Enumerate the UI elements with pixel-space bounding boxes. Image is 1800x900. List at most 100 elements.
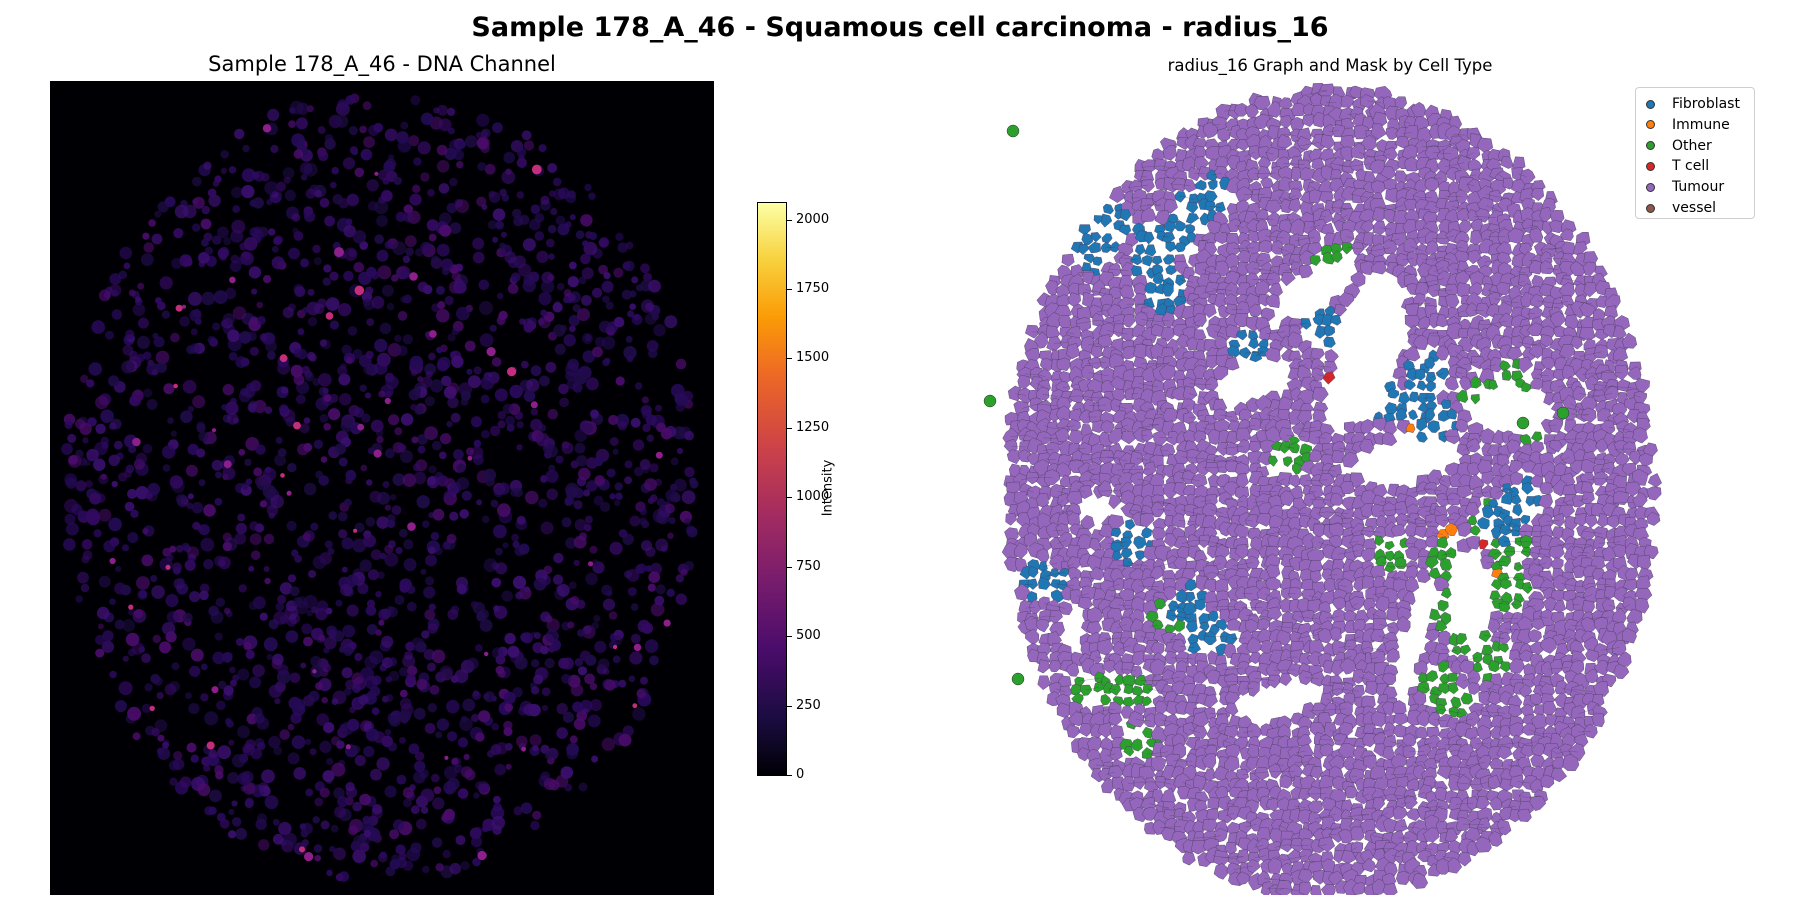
nucleus xyxy=(558,187,570,200)
nucleus xyxy=(496,316,506,326)
nucleus xyxy=(302,532,311,541)
nucleus xyxy=(284,189,296,201)
nucleus xyxy=(583,523,592,532)
nucleus xyxy=(387,606,398,618)
cell-fibroblast xyxy=(1165,241,1177,253)
nucleus xyxy=(227,772,240,784)
nucleus xyxy=(229,260,242,273)
nucleus xyxy=(641,622,653,634)
cell-tumour xyxy=(1246,722,1263,739)
nucleus xyxy=(424,396,435,407)
nucleus xyxy=(494,388,508,402)
nucleus xyxy=(234,128,245,140)
nucleus xyxy=(174,204,189,219)
cell-other xyxy=(1488,380,1499,391)
nucleus xyxy=(313,844,323,853)
nucleus xyxy=(440,433,452,445)
nucleus xyxy=(442,849,451,859)
nucleus xyxy=(77,571,89,584)
nucleus xyxy=(425,554,437,567)
nucleus xyxy=(327,547,335,555)
nucleus xyxy=(135,486,149,500)
cell-fibroblast xyxy=(1174,190,1187,203)
nucleus xyxy=(114,700,127,713)
nucleus xyxy=(287,752,300,765)
nucleus xyxy=(479,619,493,632)
figure-suptitle: Sample 178_A_46 - Squamous cell carcinom… xyxy=(471,12,1329,43)
nucleus xyxy=(384,448,395,459)
nucleus xyxy=(324,636,337,650)
nucleus xyxy=(636,563,647,574)
nucleus xyxy=(345,356,353,364)
nucleus xyxy=(167,417,174,424)
colorbar-tick-label: 1500 xyxy=(796,350,830,366)
nucleus xyxy=(584,673,595,685)
cell-tumour xyxy=(1034,331,1048,349)
nucleus xyxy=(121,544,130,552)
nucleus xyxy=(317,298,327,308)
nucleus xyxy=(188,703,200,715)
nucleus xyxy=(509,384,523,399)
nucleus xyxy=(516,191,525,199)
nucleus xyxy=(300,829,309,838)
nucleus xyxy=(477,162,487,171)
nucleus xyxy=(277,448,287,457)
nucleus xyxy=(428,465,437,474)
nucleus xyxy=(473,792,480,799)
nucleus xyxy=(506,423,515,432)
nucleus xyxy=(306,351,316,361)
nucleus xyxy=(599,240,607,248)
nucleus xyxy=(382,481,390,488)
nucleus xyxy=(184,559,196,571)
nucleus xyxy=(512,208,522,219)
nucleus xyxy=(68,454,82,468)
nucleus xyxy=(304,738,312,746)
nucleus xyxy=(629,515,641,527)
cell-tumour xyxy=(1141,179,1155,193)
nucleus xyxy=(71,504,83,516)
nucleus xyxy=(366,318,375,326)
nucleus xyxy=(594,475,605,486)
nucleus xyxy=(203,559,214,570)
cell-other xyxy=(1513,561,1524,572)
nucleus xyxy=(382,177,390,185)
cell-tumour xyxy=(1614,364,1629,381)
nucleus xyxy=(132,303,146,317)
cell-fibroblast xyxy=(1078,243,1090,255)
nucleus xyxy=(310,655,322,667)
nucleus xyxy=(101,640,115,653)
cell-tumour xyxy=(1299,167,1315,182)
nucleus xyxy=(120,584,132,596)
nucleus xyxy=(253,467,263,477)
nucleus xyxy=(589,545,598,554)
nucleus xyxy=(256,301,263,309)
colorbar-tick xyxy=(787,566,792,568)
nucleus xyxy=(342,624,356,638)
nucleus xyxy=(185,464,198,477)
nucleus xyxy=(352,849,367,864)
nucleus xyxy=(312,816,320,824)
nucleus xyxy=(431,649,446,664)
nucleus xyxy=(649,494,658,503)
nucleus xyxy=(523,390,536,402)
nucleus xyxy=(502,542,509,549)
cell-tumour xyxy=(1212,365,1229,381)
cell-fibroblast xyxy=(1143,231,1155,245)
nucleus xyxy=(591,755,599,763)
nucleus xyxy=(263,637,278,652)
nucleus xyxy=(604,357,611,364)
nucleus xyxy=(488,191,501,203)
nucleus xyxy=(550,208,558,216)
cell-tumour xyxy=(1468,281,1483,297)
nucleus xyxy=(439,665,454,680)
nucleus xyxy=(192,223,201,232)
nucleus xyxy=(459,509,470,519)
nucleus xyxy=(228,166,237,174)
nucleus xyxy=(602,295,610,303)
nucleus xyxy=(337,511,348,522)
dna-channel-svg xyxy=(61,93,699,882)
cell-tumour xyxy=(1426,332,1442,349)
nucleus xyxy=(346,574,359,587)
nucleus xyxy=(584,515,593,524)
